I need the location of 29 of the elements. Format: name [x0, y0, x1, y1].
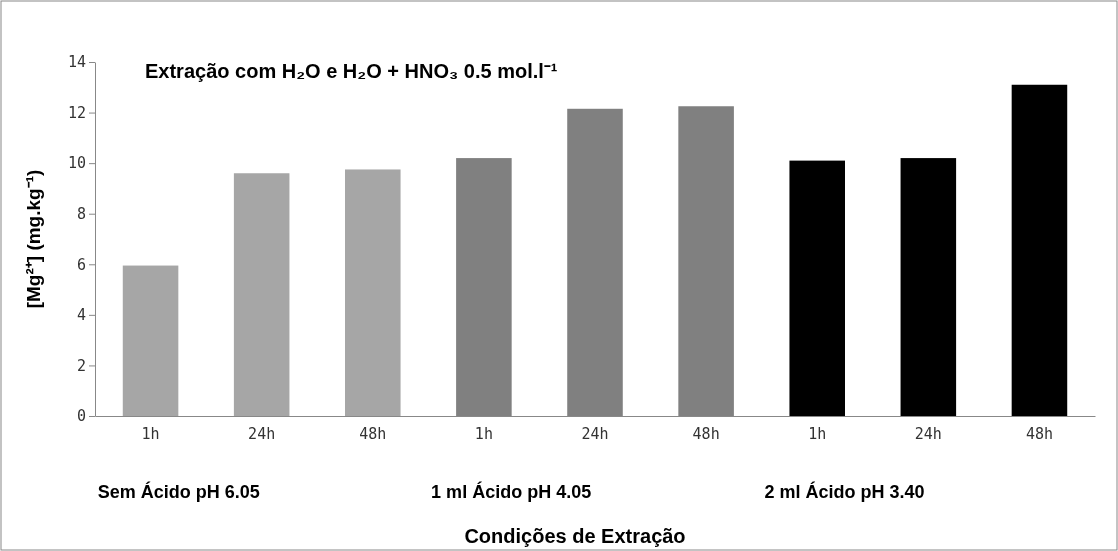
x-tick-label: 24h [581, 424, 609, 443]
y-tick-label: 0 [76, 407, 86, 426]
y-tick-label: 14 [67, 53, 86, 72]
y-tick-label: 4 [76, 306, 86, 325]
text: 1 ml Ácido pH 4.05 [431, 481, 592, 502]
x-tick-label: 48h [1025, 424, 1053, 443]
y-tick-label: 2 [76, 356, 86, 375]
text: Sem Ácido pH 6.05 [97, 481, 260, 502]
bar [233, 173, 290, 416]
y-axis-title: [Mg²⁺] (mg.kg⁻¹) [23, 169, 44, 309]
bar [1011, 84, 1068, 416]
chart-title: Extração com H₂O e H₂O + HNO₃ 0.5 mol.l⁻¹ [145, 60, 558, 82]
x-tick-label: 1h [141, 424, 160, 443]
x-axis-title: Condições de Extração [464, 525, 686, 547]
x-tick-label: 1h [474, 424, 493, 443]
y-tick-label: 10 [67, 154, 86, 173]
y-tick-label: 6 [76, 255, 86, 274]
y-tick-label: 12 [67, 103, 86, 122]
x-tick-label: 48h [359, 424, 387, 443]
y-tick-label: 8 [76, 205, 86, 224]
text: 2 ml Ácido pH 3.40 [764, 481, 925, 502]
bar [122, 265, 179, 416]
x-tick-label: 1h [808, 424, 827, 443]
x-tick-label: 24h [914, 424, 942, 443]
bar [789, 160, 845, 416]
bar [345, 169, 401, 416]
x-tick-label: 48h [692, 424, 720, 443]
bar [900, 158, 957, 416]
x-tick-label: 24h [248, 424, 276, 443]
